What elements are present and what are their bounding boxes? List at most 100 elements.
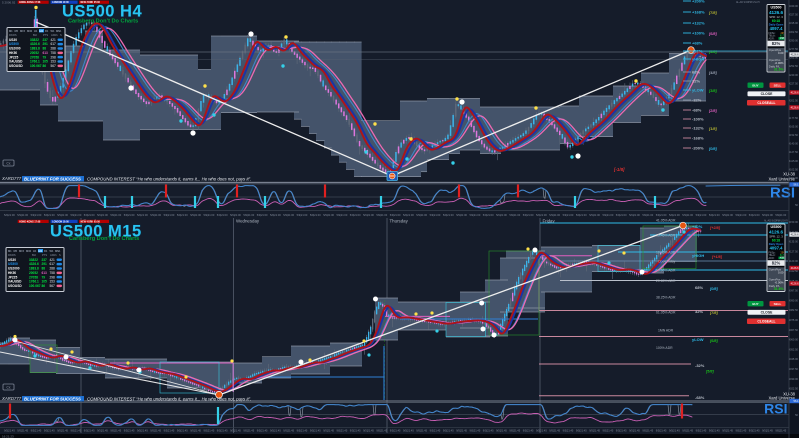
svg-text:USOUSD: USOUSD <box>8 284 22 288</box>
svg-text:4326.6: 4326.6 <box>29 262 39 266</box>
svg-text:20052: 20052 <box>30 51 39 55</box>
svg-text:5/9|21:00: 5/9|21:00 <box>270 213 281 217</box>
svg-text:5/9|21:00: 5/9|21:00 <box>57 213 68 217</box>
svg-text:5/9|21:00: 5/9|21:00 <box>217 213 228 217</box>
svg-text:H4: H4 <box>40 29 44 33</box>
svg-text:79: 79 <box>43 55 47 59</box>
svg-text:4202.50: 4202.50 <box>789 99 799 103</box>
svg-text:5/9|21:00: 5/9|21:00 <box>164 213 175 217</box>
svg-text:9/5|21:45: 9/5|21:45 <box>576 429 587 433</box>
svg-text:9/5|21:45: 9/5|21:45 <box>164 429 175 433</box>
svg-text:9/5|21:45: 9/5|21:45 <box>536 429 547 433</box>
svg-text:78Lot:: 78Lot: <box>769 35 776 38</box>
svg-text:617: 617 <box>780 35 785 38</box>
svg-text:9/5|21:45: 9/5|21:45 <box>297 429 308 433</box>
svg-text:5/9|21:00: 5/9|21:00 <box>549 213 560 217</box>
svg-text:SELL: SELL <box>774 302 782 306</box>
svg-text:BLUEPRINT FOR SUCCESS: BLUEPRINT FOR SUCCESS <box>24 176 81 181</box>
svg-text:[7/8]: [7/8] <box>709 311 719 315</box>
svg-text:Friday: Friday <box>543 219 556 224</box>
svg-text:[-1/8]: [-1/8] <box>613 167 625 172</box>
svg-text:5/9|21:00: 5/9|21:00 <box>44 213 55 217</box>
svg-text:88: 88 <box>42 267 46 271</box>
svg-text:1883.8: 1883.8 <box>29 267 39 271</box>
svg-text:4340.00: 4340.00 <box>789 4 799 8</box>
svg-text:ADR:: ADR: <box>769 257 775 260</box>
svg-text:-200%: -200% <box>692 146 704 151</box>
svg-text:M5: M5 <box>15 29 19 33</box>
svg-text:31.6%: 31.6% <box>774 287 784 291</box>
svg-text:5/9|21:00: 5/9|21:00 <box>589 213 600 217</box>
svg-text:9/5|21:45: 9/5|21:45 <box>337 429 348 433</box>
svg-text:H1: H1 <box>34 29 38 33</box>
svg-text:US500: US500 <box>8 262 18 266</box>
svg-text:0.00: 0.00 <box>778 271 784 275</box>
svg-text:4102.50: 4102.50 <box>789 167 799 171</box>
svg-text:4126.6: 4126.6 <box>791 106 799 110</box>
svg-text:XAUUSD: XAUUSD <box>8 280 22 284</box>
svg-text:5/9|21:00: 5/9|21:00 <box>150 213 161 217</box>
svg-text:1MN ADR: 1MN ADR <box>658 329 674 333</box>
svg-text:33822: 33822 <box>29 258 38 262</box>
svg-text:16:21:23: 16:21:23 <box>2 434 14 438</box>
svg-text:9/5|21:45: 9/5|21:45 <box>270 429 281 433</box>
svg-text:[6/8]: [6/8] <box>709 339 719 343</box>
svg-text:5/9|21:00: 5/9|21:00 <box>177 213 188 217</box>
svg-text:5/9|21:00: 5/9|21:00 <box>509 213 520 217</box>
svg-text:5/9|21:00: 5/9|21:00 <box>71 213 82 217</box>
svg-text:BUY: BUY <box>752 302 758 306</box>
svg-text:10.45% ADR: 10.45% ADR <box>656 251 676 255</box>
svg-text:yLOW: yLOW <box>692 88 704 93</box>
svg-text:5/9|21:00: 5/9|21:00 <box>97 213 108 217</box>
svg-text:PAIRS: PAIRS <box>8 253 16 257</box>
svg-text:9/5|21:45: 9/5|21:45 <box>722 429 733 433</box>
svg-text:4030.00: 4030.00 <box>789 377 799 381</box>
svg-text:31.6%: 31.6% <box>774 68 784 72</box>
svg-text:JP225: JP225 <box>9 55 18 59</box>
svg-text:5/9|21:00: 5/9|21:00 <box>749 213 760 217</box>
svg-text:+132%: +132% <box>692 21 705 26</box>
svg-text:9/5|21:45: 9/5|21:45 <box>204 429 215 433</box>
svg-text:4327.50: 4327.50 <box>789 13 799 17</box>
svg-text:68%: 68% <box>692 70 700 75</box>
svg-text:+32%: +32% <box>692 224 703 229</box>
svg-text:4126.6: 4126.6 <box>791 91 799 95</box>
svg-text:SPR: 12 .3: SPR: 12 .3 <box>769 235 783 239</box>
svg-text:9/5|21:45: 9/5|21:45 <box>403 429 414 433</box>
svg-text:NEW-YORK 05:08: NEW-YORK 05:08 <box>81 2 101 4</box>
svg-text:5/9|21:00: 5/9|21:00 <box>456 213 467 217</box>
svg-text:288: 288 <box>51 47 57 51</box>
svg-text:M30: M30 <box>27 29 33 33</box>
svg-text:5/9|21:00: 5/9|21:00 <box>736 213 747 217</box>
svg-text:PTS: PTS <box>42 253 47 257</box>
svg-text:[7/8]: [7/8] <box>708 11 718 15</box>
svg-text:4082.50: 4082.50 <box>789 308 799 312</box>
svg-text:758: 758 <box>51 51 57 55</box>
svg-text:OpenToday: OpenToday <box>658 260 676 264</box>
svg-text:S: S <box>60 33 62 37</box>
svg-text:yLOW: yLOW <box>692 337 704 342</box>
svg-text:9/5|21:45: 9/5|21:45 <box>603 429 614 433</box>
svg-text:HONG-KONG 17:08: HONG-KONG 17:08 <box>19 221 41 223</box>
svg-text:+68%: +68% <box>692 41 703 46</box>
svg-text:617: 617 <box>51 42 57 46</box>
svg-text:yHIGH: yHIGH <box>692 253 704 258</box>
svg-text:5/9|21:00: 5/9|21:00 <box>257 213 268 217</box>
svg-text:4045.00: 4045.00 <box>789 357 799 361</box>
svg-text:LONDON 10:08: LONDON 10:08 <box>52 221 69 223</box>
svg-text:-132%: -132% <box>692 126 704 131</box>
svg-text:9/5|21:45: 9/5|21:45 <box>682 429 693 433</box>
svg-text:9/5|21:45: 9/5|21:45 <box>390 429 401 433</box>
svg-text:Bid: Bid <box>32 253 36 257</box>
svg-text:9/5|21:45: 9/5|21:45 <box>363 429 374 433</box>
svg-text:[0/8]: [0/8] <box>709 287 719 291</box>
svg-text:613: 613 <box>43 51 49 55</box>
svg-text:5/9|21:00: 5/9|21:00 <box>283 213 294 217</box>
svg-text:82%: 82% <box>772 260 781 265</box>
svg-text:M15: M15 <box>20 29 26 33</box>
svg-text:78Lot:: 78Lot: <box>769 254 776 257</box>
svg-text:9/5|21:45: 9/5|21:45 <box>44 429 55 433</box>
svg-text:Bid: Bid <box>33 33 37 37</box>
svg-text:5/9|21:00: 5/9|21:00 <box>204 213 215 217</box>
svg-text:USOUSD: USOUSD <box>9 64 23 68</box>
